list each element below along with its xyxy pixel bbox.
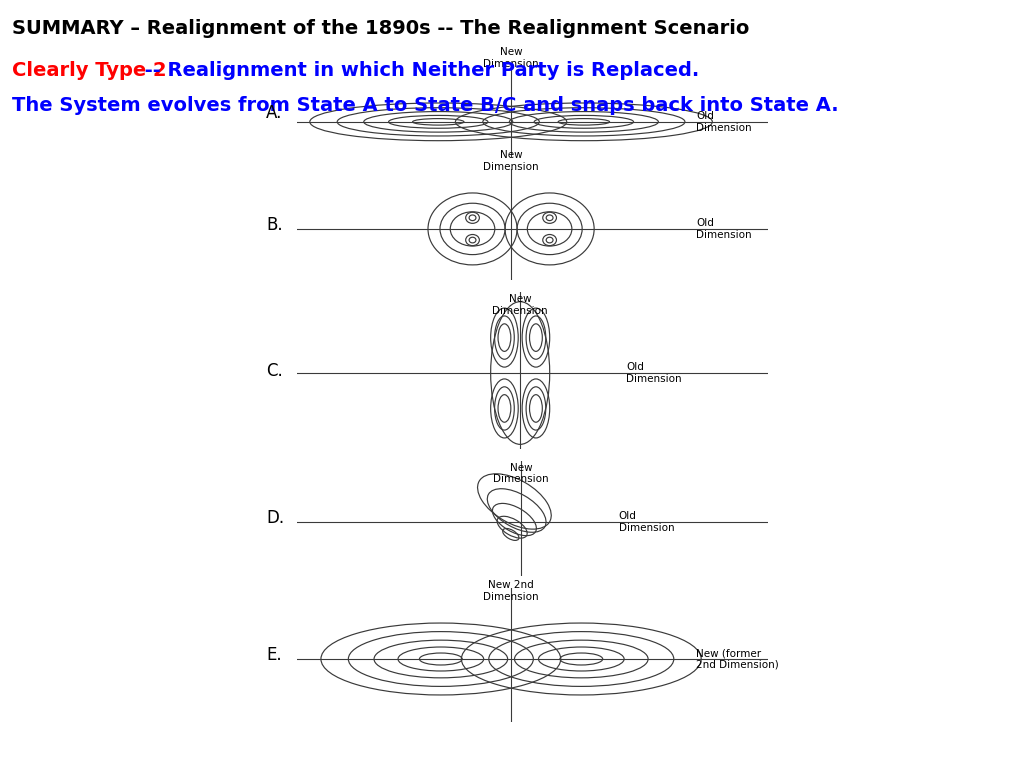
Text: -- Realignment in which Neither Party is Replaced.: -- Realignment in which Neither Party is… [138, 61, 699, 81]
Text: The System evolves from State A to State B/C and snaps back into State A.: The System evolves from State A to State… [12, 96, 839, 115]
Text: Clearly Type 2: Clearly Type 2 [12, 61, 167, 81]
Text: SUMMARY – Realignment of the 1890s -- The Realignment Scenario: SUMMARY – Realignment of the 1890s -- Th… [12, 19, 750, 38]
Text: B.: B. [266, 216, 283, 233]
Text: Old
Dimension: Old Dimension [696, 218, 752, 240]
Text: New
Dimension: New Dimension [483, 47, 539, 68]
Text: Old
Dimension: Old Dimension [627, 362, 682, 384]
Text: D.: D. [266, 509, 285, 528]
Text: E.: E. [266, 646, 282, 664]
Text: C.: C. [266, 362, 283, 379]
Text: A.: A. [266, 104, 283, 122]
Text: Old
Dimension: Old Dimension [696, 111, 752, 133]
Text: New (former
2nd Dimension): New (former 2nd Dimension) [696, 648, 779, 670]
Text: New
Dimension: New Dimension [483, 150, 539, 171]
Text: New
Dimension: New Dimension [494, 462, 549, 485]
Text: New 2nd
Dimension: New 2nd Dimension [483, 580, 539, 601]
Text: Old
Dimension: Old Dimension [618, 511, 675, 532]
Text: New
Dimension: New Dimension [493, 294, 548, 316]
